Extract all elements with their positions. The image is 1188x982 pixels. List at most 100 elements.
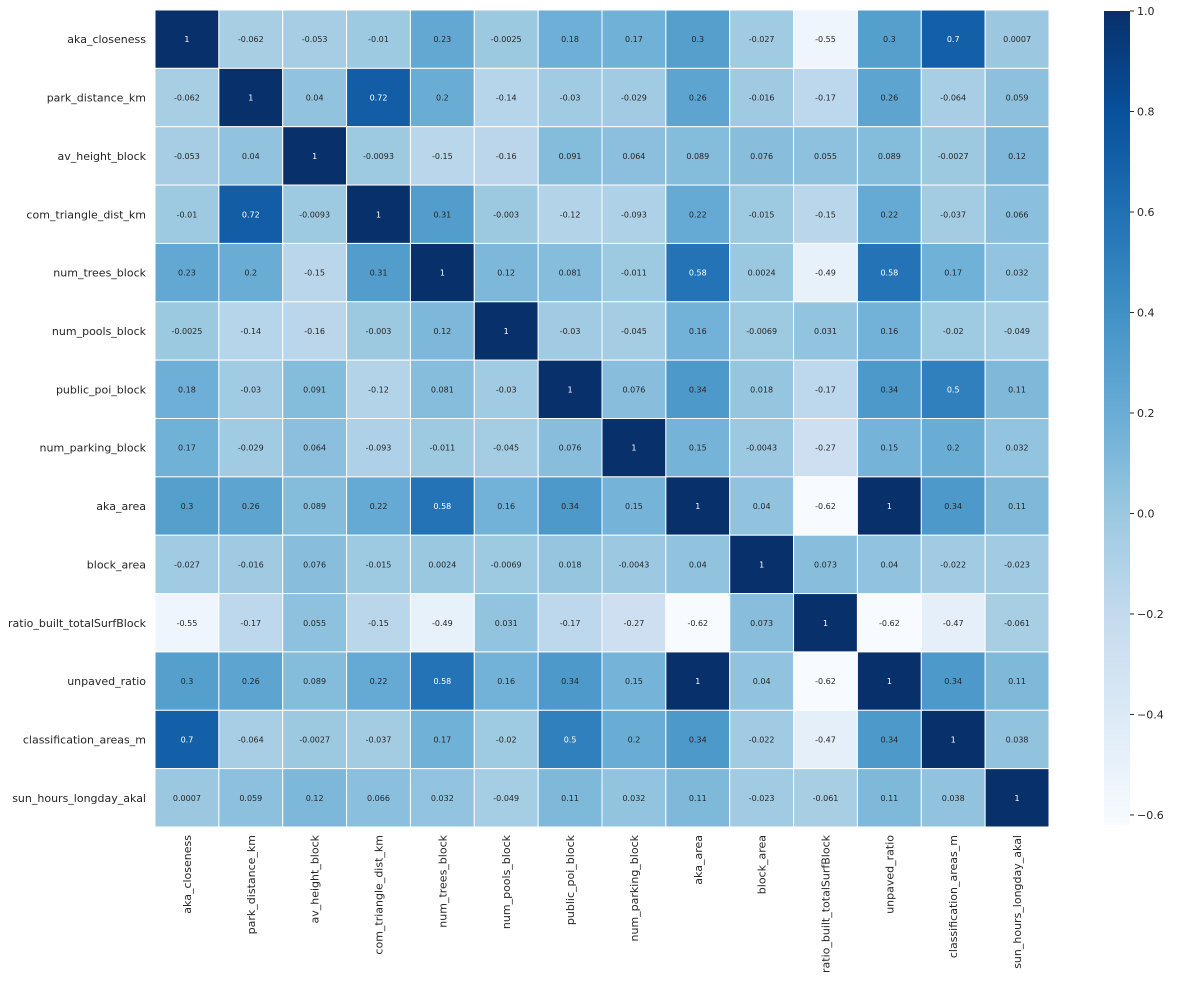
column-label: av_height_block xyxy=(309,834,322,923)
cell-value-label: 0.0024 xyxy=(748,269,776,278)
cell-value-label: -0.0025 xyxy=(491,35,522,44)
cell-value-label: 0.11 xyxy=(1008,385,1026,394)
heatmap-cell xyxy=(601,301,667,361)
heatmap-cell xyxy=(729,9,795,69)
heatmap-cell xyxy=(154,651,220,711)
heatmap-cell xyxy=(984,301,1050,361)
cell-value-label: -0.037 xyxy=(366,735,392,744)
cell-value-label: 0.34 xyxy=(880,735,898,744)
heatmap-cell xyxy=(984,242,1050,303)
cell-value-label: -0.022 xyxy=(749,735,775,744)
cell-value-label: 1 xyxy=(248,94,253,103)
cell-value-label: 0.064 xyxy=(303,444,326,453)
cell-value-label: 0.091 xyxy=(303,385,326,394)
cell-value-label: -0.02 xyxy=(943,327,964,336)
cell-value-label: -0.015 xyxy=(366,560,392,569)
cell-value-label: -0.045 xyxy=(493,444,519,453)
heatmap-cell xyxy=(729,418,795,478)
colorbar-tick-label: −0.6 xyxy=(1137,809,1164,822)
cell-value-label: 0.5 xyxy=(947,385,960,394)
colorbar-tick-label: −0.4 xyxy=(1137,708,1164,721)
cell-value-label: 0.073 xyxy=(750,619,773,628)
cell-value-label: 0.031 xyxy=(495,619,518,628)
cell-value-label: 0.15 xyxy=(689,444,707,453)
cell-value-label: -0.053 xyxy=(302,35,328,44)
cell-value-label: -0.061 xyxy=(1004,619,1030,628)
heatmap-cell xyxy=(601,709,667,770)
cell-value-label: 0.58 xyxy=(689,269,707,278)
heatmap-cell xyxy=(601,768,667,828)
heatmap-cell xyxy=(282,534,348,595)
heatmap-cell xyxy=(601,242,667,303)
cell-value-label: -0.55 xyxy=(815,35,836,44)
colorbar-tick-label: 1.0 xyxy=(1137,5,1155,18)
cell-value-label: 0.032 xyxy=(1006,269,1029,278)
heatmap-cell xyxy=(601,9,667,69)
heatmap-cell xyxy=(154,476,220,536)
cell-value-label: 0.04 xyxy=(753,677,771,686)
heatmap-cell xyxy=(920,651,986,711)
cell-value-label: 0.055 xyxy=(303,619,326,628)
cell-value-label: -0.62 xyxy=(815,677,836,686)
cell-value-label: -0.55 xyxy=(177,619,198,628)
heatmap-cell xyxy=(218,593,284,653)
heatmap-cell xyxy=(218,418,284,478)
cell-value-label: 1 xyxy=(631,444,636,453)
cell-value-label: 0.2 xyxy=(436,94,449,103)
heatmap-cell xyxy=(665,476,731,536)
cell-value-label: -0.016 xyxy=(749,94,775,103)
cell-value-label: 0.3 xyxy=(883,35,896,44)
heatmap-cell xyxy=(984,184,1050,244)
heatmap-cell xyxy=(154,126,220,186)
cell-value-label: -0.15 xyxy=(304,269,325,278)
heatmap-cell xyxy=(856,651,922,711)
heatmap-cell xyxy=(856,418,922,478)
heatmap-cell xyxy=(409,67,475,128)
row-label: block_area xyxy=(87,558,146,571)
cell-value-label: 0.076 xyxy=(559,444,582,453)
cell-value-label: 0.12 xyxy=(433,327,451,336)
cell-value-label: -0.023 xyxy=(749,794,775,803)
heatmap-cell xyxy=(856,768,922,828)
cell-value-label: -0.27 xyxy=(624,619,645,628)
cell-value-label: 1 xyxy=(312,152,317,161)
heatmap-cell xyxy=(793,709,858,770)
heatmap-cell xyxy=(473,476,539,536)
heatmap-cell xyxy=(920,768,986,828)
cell-value-label: 0.26 xyxy=(242,677,260,686)
colorbar-tick-label: −0.2 xyxy=(1137,608,1164,621)
heatmap-cell xyxy=(856,9,922,69)
cell-value-label: 0.2 xyxy=(947,444,960,453)
cell-value-label: -0.62 xyxy=(879,619,900,628)
heatmap-cell xyxy=(473,67,539,128)
row-label: park_distance_km xyxy=(47,92,146,105)
cell-value-label: 0.089 xyxy=(303,677,326,686)
cell-value-label: -0.14 xyxy=(496,94,517,103)
column-label: num_parking_block xyxy=(628,834,641,941)
heatmap-cell xyxy=(665,534,731,595)
heatmap-cell xyxy=(282,242,348,303)
heatmap-cell xyxy=(856,359,922,420)
heatmap-cell xyxy=(218,301,284,361)
cell-value-label: -0.062 xyxy=(174,94,200,103)
cell-value-label: 0.18 xyxy=(561,35,579,44)
cell-value-label: -0.62 xyxy=(815,502,836,511)
heatmap-cell xyxy=(154,184,220,244)
cell-value-label: 0.091 xyxy=(559,152,582,161)
cell-value-label: -0.015 xyxy=(749,210,775,219)
cell-value-label: -0.17 xyxy=(240,619,261,628)
heatmap-cell xyxy=(601,534,667,595)
heatmap-cell xyxy=(856,301,922,361)
cell-value-label: -0.02 xyxy=(496,735,517,744)
heatmap-cell xyxy=(537,709,603,770)
column-label: aka_area xyxy=(692,835,705,885)
heatmap-cell xyxy=(282,476,348,536)
cell-value-label: 0.081 xyxy=(559,269,582,278)
cell-value-label: -0.62 xyxy=(687,619,708,628)
cell-value-label: -0.17 xyxy=(560,619,581,628)
cell-value-label: 0.11 xyxy=(880,794,898,803)
heatmap-cell xyxy=(920,709,986,770)
cell-value-label: 0.23 xyxy=(178,269,196,278)
colorbar-tick-label: 0.0 xyxy=(1137,507,1155,520)
